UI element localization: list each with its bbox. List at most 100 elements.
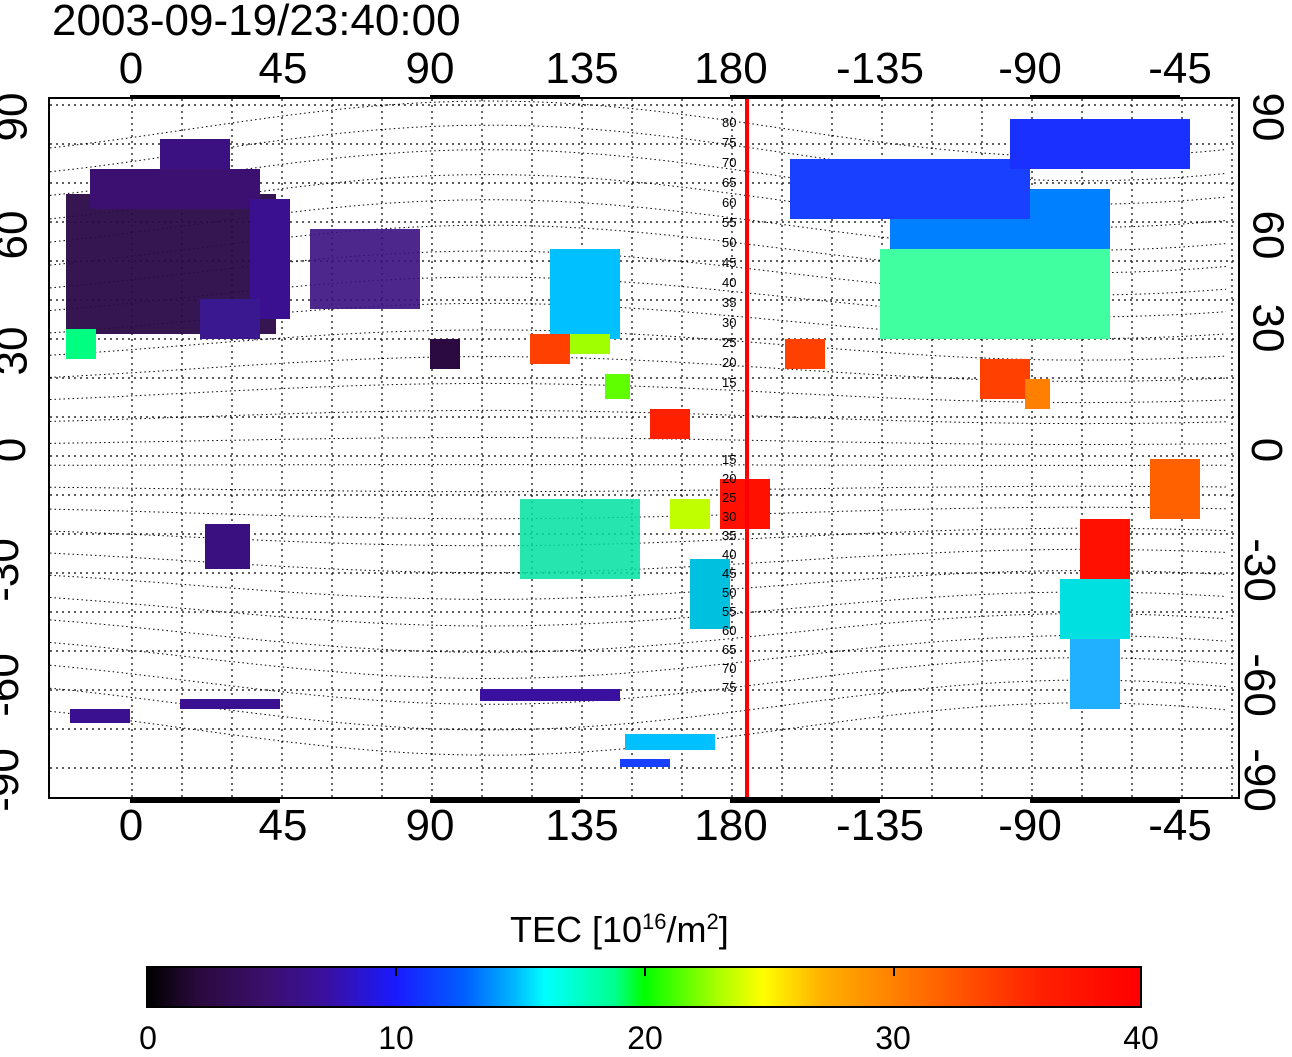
contour-line: [50, 657, 1227, 705]
top-lon-label: -45: [1148, 44, 1212, 93]
contour-label: 30: [722, 509, 736, 524]
contour-line: [50, 679, 1227, 731]
left-lat-label: -60: [0, 653, 28, 717]
axis-band: [1030, 797, 1180, 803]
contour-label: 15: [722, 375, 736, 390]
tec-cell: [570, 334, 610, 354]
bottom-lon-label: 180: [694, 801, 768, 850]
left-lat-label: -30: [0, 538, 28, 602]
contour-line: [50, 224, 1227, 274]
colorbar-tick: 20: [627, 1020, 663, 1056]
contour-label: 25: [722, 490, 736, 505]
right-lat-label: -90: [1234, 748, 1284, 812]
tec-cell: [650, 409, 690, 439]
colorbar-tick: 0: [139, 1020, 157, 1056]
contour-line: [50, 437, 1227, 445]
contour-label: 15: [722, 452, 736, 467]
tec-cell: [205, 524, 250, 569]
contour-line: [50, 276, 1227, 318]
colorbar-tick: 30: [875, 1020, 911, 1056]
tec-cell: [980, 359, 1030, 399]
tec-cell: [66, 329, 96, 359]
contour-line: [50, 464, 1226, 466]
top-lon-label: -135: [835, 44, 925, 93]
contour-line: [50, 250, 1227, 296]
contour-line: [50, 570, 1227, 600]
top-lon-label: 90: [405, 44, 455, 93]
right-lat-label: 30: [1243, 303, 1292, 353]
tec-cell: [1080, 519, 1130, 579]
tec-cell: [1150, 459, 1200, 519]
contour-label: 35: [722, 528, 736, 543]
bottom-lon-label: -135: [835, 801, 925, 850]
contour-label: 65: [722, 642, 736, 657]
tec-cell: [160, 139, 230, 169]
tec-data-cells: [66, 119, 1200, 767]
left-lat-label: 60: [0, 210, 37, 260]
timestamp: 2003-09-19/23:40:00: [52, 0, 461, 45]
contour-line: [50, 199, 1227, 251]
bottom-lon-label: 45: [258, 801, 308, 850]
top-lon-label: -90: [998, 44, 1062, 93]
tec-cell: [520, 499, 640, 579]
right-lat-label: 60: [1243, 210, 1292, 260]
tec-cell: [90, 169, 260, 209]
tec-cell: [550, 249, 620, 339]
contour-label: 20: [722, 471, 736, 486]
left-lat-label: -90: [0, 748, 28, 812]
colorbar: [146, 966, 1142, 1008]
contour-label: 40: [722, 275, 736, 290]
left-lat-label: 90: [0, 92, 37, 142]
contour-label: 65: [722, 175, 736, 190]
tec-cell: [480, 689, 620, 701]
contour-label: 45: [722, 566, 736, 581]
left-lat-label: 30: [0, 326, 37, 376]
contour-line: [50, 634, 1227, 680]
contour-label: 70: [722, 155, 736, 170]
tec-cell: [1070, 639, 1120, 709]
contour-label: 55: [722, 604, 736, 619]
tec-cell: [70, 709, 130, 723]
right-lat-label: -60: [1234, 653, 1284, 717]
tec-cell: [530, 334, 570, 364]
tec-cell: [1010, 119, 1190, 169]
bottom-lon-label: -90: [998, 801, 1062, 850]
tec-cell: [430, 339, 460, 369]
colorbar-tick: 10: [378, 1020, 414, 1056]
tec-cell: [690, 559, 730, 629]
contour-label: 60: [722, 623, 736, 638]
contour-label: 70: [722, 661, 736, 676]
contour-label: 75: [722, 135, 736, 150]
contour-labels: 80 75 70 65 60 55 50 45 40 35 30 25 20 15 15 20 25 30 35 40…: [722, 115, 736, 695]
bottom-lon-label: 135: [545, 801, 619, 850]
right-lat-label: -30: [1234, 538, 1284, 602]
tec-cell: [605, 374, 630, 399]
tec-map: 80 75 70 65 60 55 50 45 40 35 30 25 20 15 15 20 25 30 35 40…: [48, 97, 1240, 799]
contour-label: 50: [722, 235, 736, 250]
contour-line: [50, 591, 1227, 627]
tec-cell: [180, 699, 280, 709]
axis-band: [430, 797, 580, 803]
contour-label: 40: [722, 547, 736, 562]
contour-line: [50, 174, 1227, 229]
contour-line: [50, 613, 1227, 653]
top-lon-label: 45: [258, 44, 308, 93]
contour-label: 60: [722, 195, 736, 210]
contour-label: 75: [722, 680, 736, 695]
bottom-lon-label: 90: [405, 801, 455, 850]
tec-cell: [670, 499, 710, 529]
contour-label: 35: [722, 295, 736, 310]
contour-label: 45: [722, 255, 736, 270]
contour-label: 25: [722, 335, 736, 350]
contour-label: 80: [722, 115, 736, 130]
map-canvas: 80 75 70 65 60 55 50 45 40 35 30 25 20 15 15 20 25 30 35 40…: [50, 99, 1238, 797]
contour-label: 55: [722, 215, 736, 230]
tec-cell: [310, 229, 420, 309]
right-lat-label: 0: [1242, 437, 1292, 463]
axis-band: [130, 797, 280, 803]
contour-label: 50: [722, 585, 736, 600]
top-lon-label: 0: [118, 44, 144, 93]
colorbar-tick: 40: [1123, 1020, 1159, 1056]
tec-cell: [200, 299, 260, 339]
tec-cell: [880, 249, 1110, 339]
